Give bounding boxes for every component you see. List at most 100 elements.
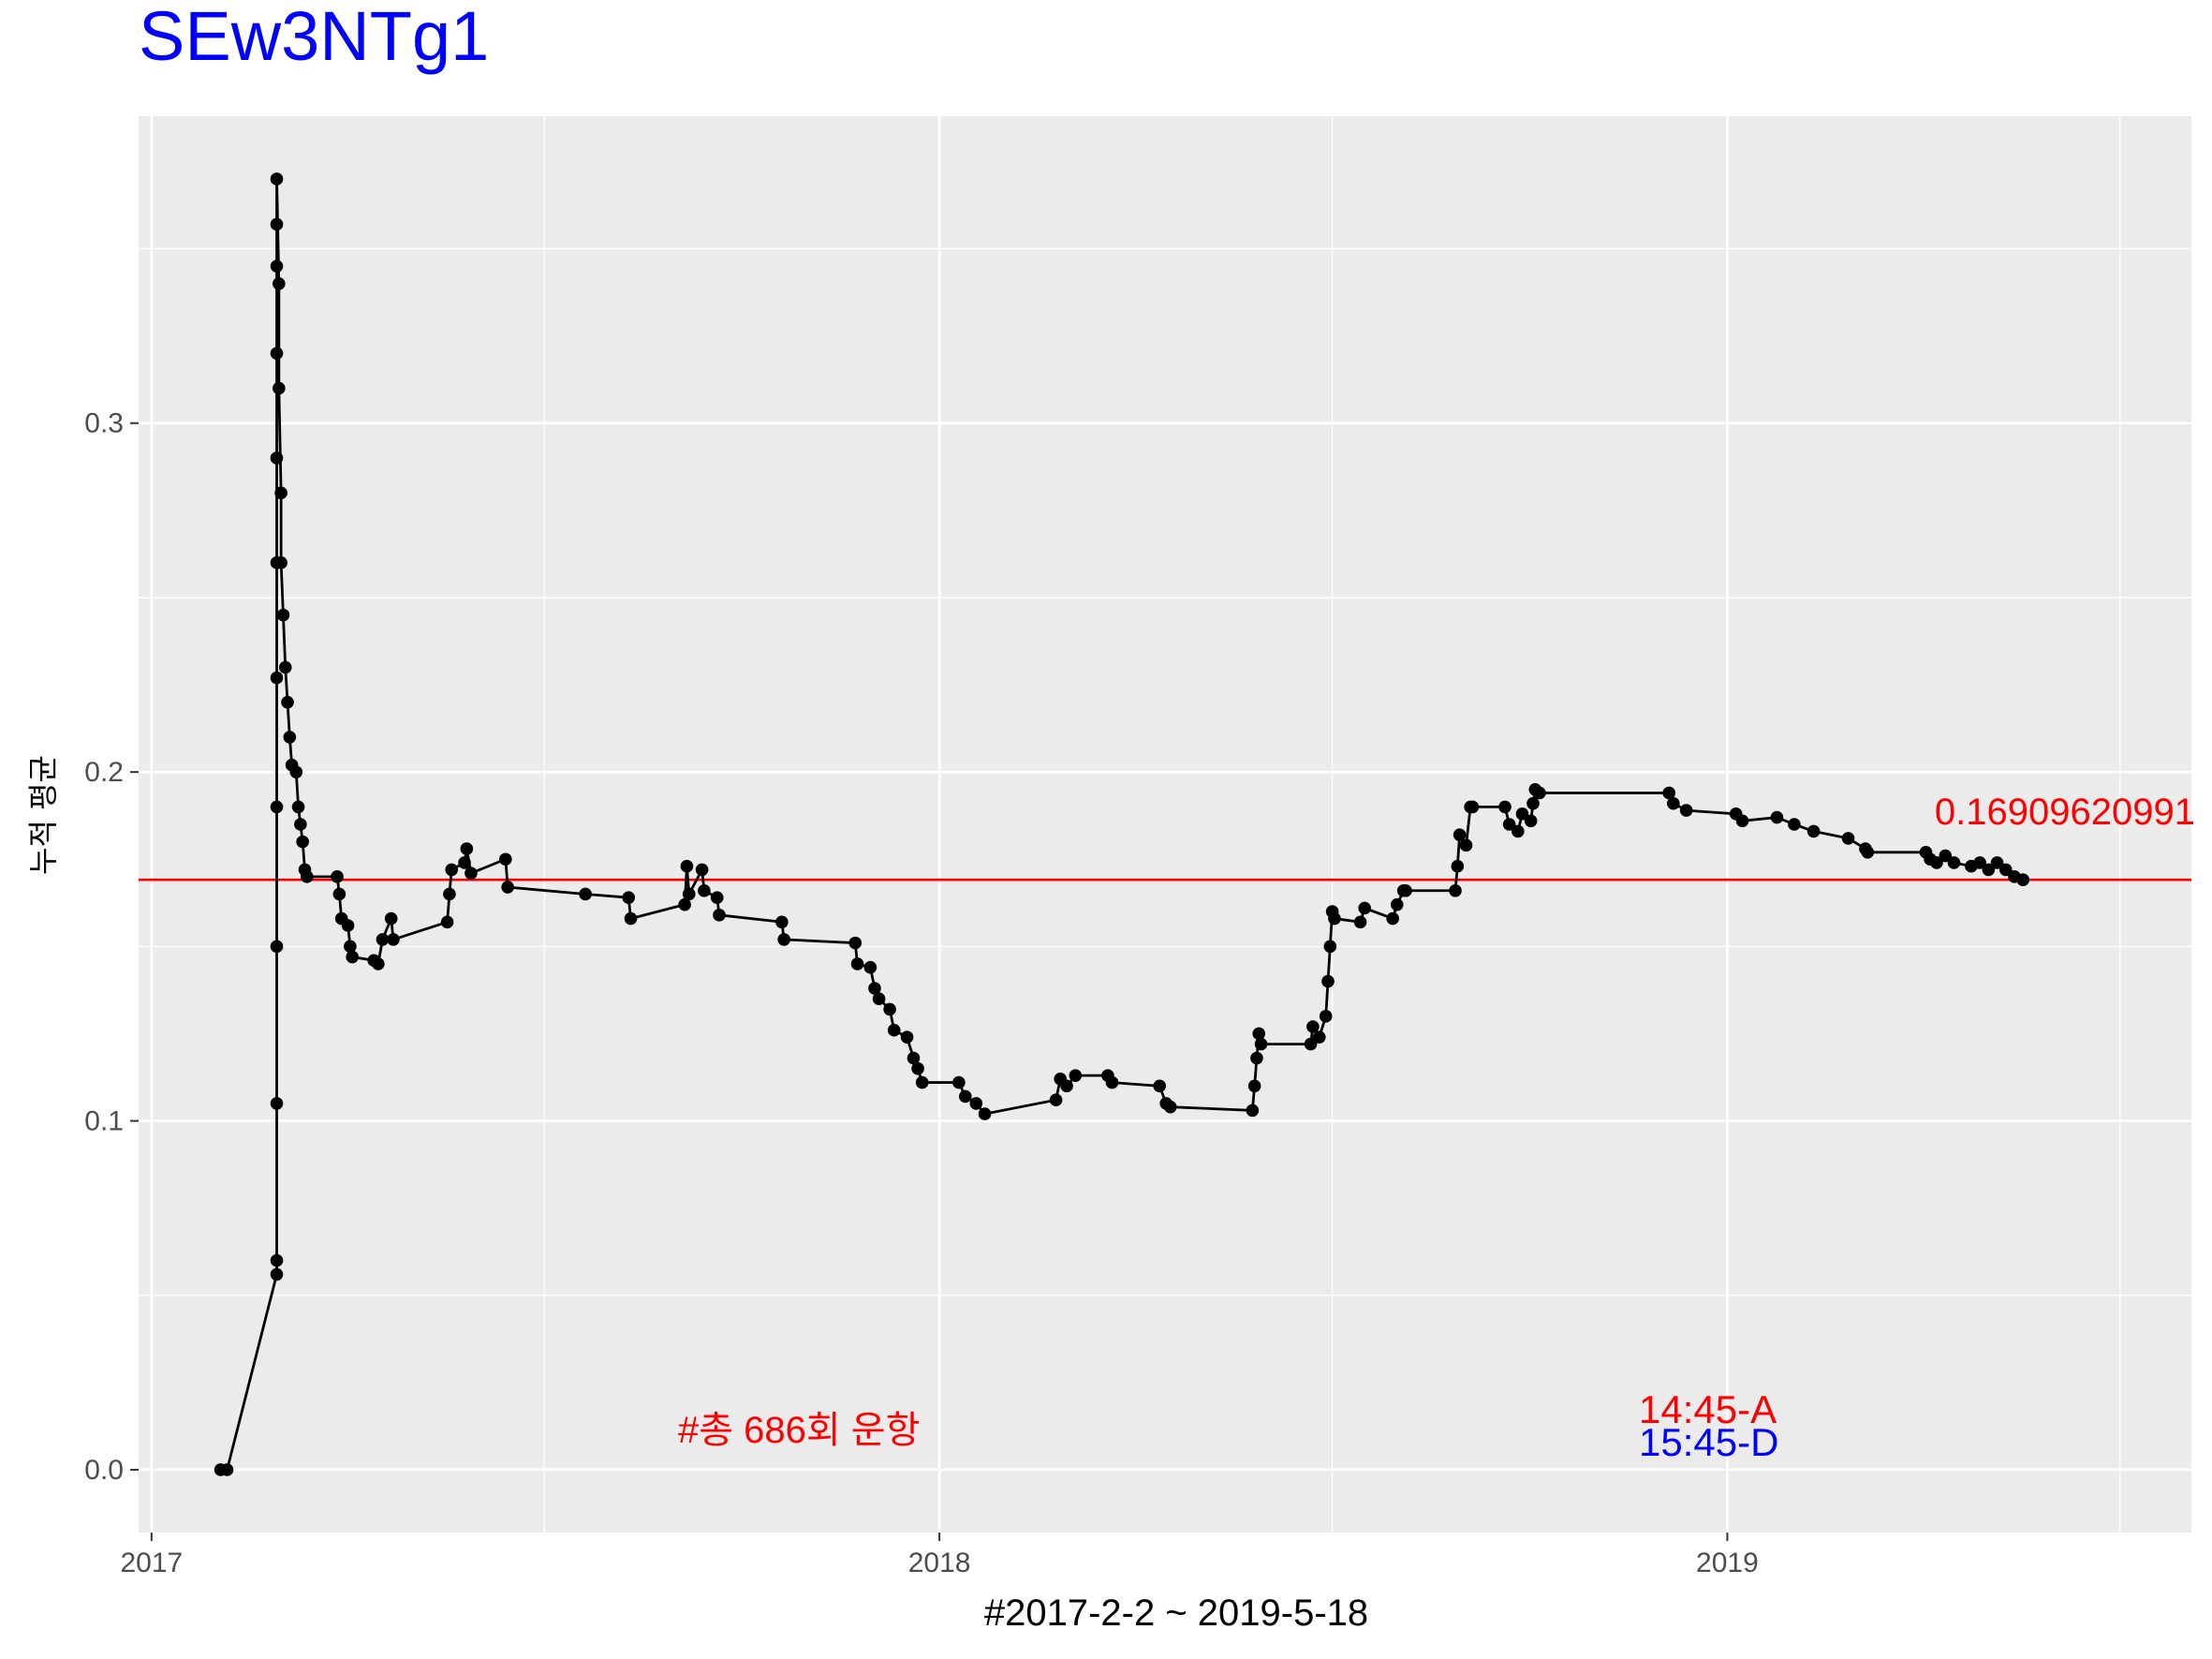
data-point	[958, 1089, 972, 1104]
data-point	[915, 1075, 929, 1089]
data-point	[1250, 1051, 1263, 1065]
data-point	[883, 1002, 896, 1016]
data-point	[713, 909, 726, 922]
data-point	[1252, 1027, 1266, 1041]
plot-panel	[139, 116, 2191, 1533]
data-point	[281, 695, 294, 709]
data-point	[270, 1267, 284, 1281]
series-layer	[214, 172, 2030, 1476]
data-point	[274, 555, 288, 570]
data-point	[777, 933, 790, 946]
data-point	[278, 660, 292, 674]
data-point	[273, 276, 286, 290]
data-point	[1466, 800, 1480, 814]
data-point	[1049, 1093, 1063, 1107]
data-point	[1069, 1069, 1083, 1082]
data-point	[1451, 859, 1465, 873]
data-point	[969, 1097, 983, 1110]
x-tick-label: 2018	[908, 1548, 971, 1578]
data-point	[1449, 883, 1462, 897]
data-point	[270, 217, 284, 231]
data-point	[850, 957, 864, 970]
mean-value-label: 0.16909620991	[1934, 792, 2195, 834]
data-point	[1861, 845, 1875, 859]
data-point	[1973, 856, 1986, 869]
data-point	[952, 1075, 966, 1089]
data-point	[868, 982, 881, 995]
data-point	[1679, 804, 1693, 817]
arrival-time-annotation: 14:45-A	[1639, 1386, 1777, 1431]
data-point	[1453, 828, 1467, 841]
data-point	[294, 818, 307, 831]
data-point	[1998, 863, 2013, 877]
data-point	[1524, 814, 1538, 828]
data-point	[1358, 901, 1372, 915]
data-point	[1163, 1100, 1177, 1114]
data-point	[501, 881, 514, 894]
data-point	[1399, 883, 1412, 897]
grid-minor	[139, 116, 2191, 1533]
y-axis-label: 누적 평균	[25, 755, 61, 875]
data-point	[387, 933, 400, 946]
data-point	[300, 870, 314, 883]
data-point	[863, 960, 877, 974]
data-point	[1304, 1037, 1318, 1051]
data-point	[1386, 911, 1399, 926]
data-point	[1788, 818, 1801, 831]
data-point	[1306, 1020, 1320, 1033]
data-point	[372, 957, 385, 970]
data-point	[1502, 818, 1516, 831]
data-point	[907, 1051, 921, 1065]
data-point	[1667, 796, 1680, 810]
data-point	[270, 940, 284, 954]
data-point	[376, 933, 390, 946]
data-point	[887, 1023, 901, 1037]
data-point	[270, 1253, 284, 1267]
data-point	[1770, 810, 1784, 824]
data-point	[1328, 911, 1341, 926]
data-point	[872, 992, 886, 1006]
data-point	[1353, 915, 1367, 929]
data-point	[1512, 824, 1525, 838]
data-point	[2016, 873, 2030, 887]
data-point	[1735, 814, 1749, 828]
data-point	[1947, 856, 1961, 869]
data-point	[775, 915, 789, 929]
data-point	[270, 259, 284, 273]
data-point	[220, 1463, 234, 1476]
data-point	[695, 863, 709, 877]
data-point	[900, 1030, 914, 1044]
data-point	[289, 765, 303, 778]
data-point	[978, 1107, 992, 1120]
data-point	[1247, 1079, 1261, 1093]
data-point	[1515, 807, 1529, 821]
data-point	[1526, 796, 1540, 810]
data-point	[1321, 974, 1335, 988]
data-point	[1319, 1010, 1333, 1023]
data-point	[1105, 1075, 1119, 1089]
data-point	[443, 887, 456, 901]
data-point	[344, 940, 357, 954]
data-point	[1533, 786, 1546, 800]
grid-major	[139, 116, 2191, 1533]
data-point	[346, 950, 359, 964]
data-point	[1498, 800, 1512, 814]
data-point	[1323, 940, 1337, 954]
data-point	[1060, 1079, 1073, 1093]
data-point	[710, 891, 724, 905]
data-point	[270, 1097, 284, 1110]
data-point	[499, 852, 512, 867]
y-tick-label: 0.1	[84, 1106, 124, 1137]
x-tick-label: 2019	[1696, 1548, 1759, 1578]
data-point	[622, 891, 636, 905]
data-point	[579, 887, 592, 901]
data-point	[384, 911, 398, 926]
data-point	[276, 608, 290, 622]
data-point	[848, 936, 863, 950]
data-point	[1153, 1079, 1167, 1093]
data-point	[1390, 897, 1404, 911]
data-point	[1982, 863, 1996, 877]
data-point	[1930, 856, 1943, 869]
data-point	[291, 800, 305, 814]
x-tick-label: 2017	[120, 1548, 183, 1578]
